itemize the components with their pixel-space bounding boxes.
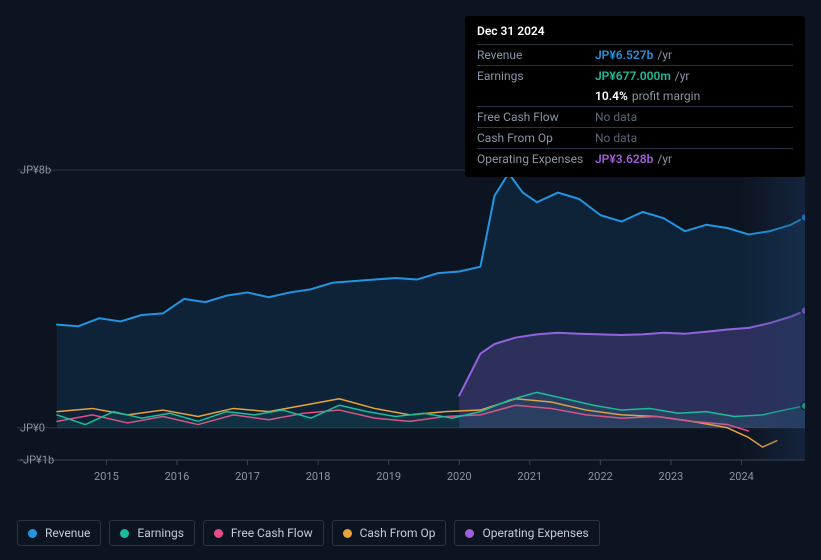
legend-item[interactable]: Free Cash Flow (203, 520, 324, 546)
tooltip-row: Cash From OpNo data (477, 127, 793, 148)
legend-label: Free Cash Flow (231, 526, 313, 540)
legend-item[interactable]: Operating Expenses (454, 520, 599, 546)
tooltip-row: EarningsJP¥677.000m/yr (477, 65, 793, 86)
x-axis-label: 2016 (165, 470, 190, 483)
tooltip-nodata: No data (595, 110, 637, 124)
tooltip-label: Earnings (477, 69, 595, 83)
legend-label: Earnings (137, 526, 184, 540)
tooltip-value: 10.4%profit margin (595, 89, 700, 103)
tooltip-label: Operating Expenses (477, 152, 595, 166)
y-axis-label: -JP¥1b (20, 454, 54, 467)
legend-swatch (120, 529, 129, 538)
x-axis-label: 2019 (376, 470, 401, 483)
legend-item[interactable]: Earnings (109, 520, 195, 546)
legend-item[interactable]: Cash From Op (332, 520, 447, 546)
x-axis-label: 2023 (659, 470, 684, 483)
tooltip-label: Free Cash Flow (477, 110, 595, 124)
tooltip-label: Cash From Op (477, 131, 595, 145)
x-axis-label: 2024 (729, 470, 754, 483)
financials-line-chart[interactable] (17, 160, 805, 490)
legend-label: Operating Expenses (482, 526, 588, 540)
x-axis-label: 2021 (517, 470, 542, 483)
x-axis-label: 2022 (588, 470, 613, 483)
legend-item[interactable]: Revenue (17, 520, 101, 546)
y-axis-label: JP¥0 (20, 421, 45, 434)
y-axis-label: JP¥8b (20, 164, 51, 177)
tooltip-row: Free Cash FlowNo data (477, 106, 793, 127)
tooltip-value: JP¥3.628b/yr (595, 152, 672, 166)
chart-tooltip: Dec 31 2024 RevenueJP¥6.527b/yrEarningsJ… (465, 16, 805, 177)
legend-swatch (28, 529, 37, 538)
tooltip-nodata: No data (595, 131, 637, 145)
x-axis-label: 2017 (235, 470, 260, 483)
chart-area: JP¥8b JP¥0 -JP¥1b 2015 2016 2017 2018 2019 2020… (17, 160, 805, 480)
x-axis-label: 2020 (447, 470, 472, 483)
legend-swatch (343, 529, 352, 538)
tooltip-date: Dec 31 2024 (477, 24, 793, 44)
legend-swatch (465, 529, 474, 538)
tooltip-label: Revenue (477, 48, 595, 62)
tooltip-value: JP¥6.527b/yr (595, 48, 672, 62)
chart-legend: Revenue Earnings Free Cash Flow Cash From O… (17, 520, 600, 546)
tooltip-row: RevenueJP¥6.527b/yr (477, 44, 793, 65)
tooltip-label (477, 89, 595, 103)
tooltip-row: 10.4%profit margin (477, 86, 793, 106)
legend-label: Revenue (45, 526, 90, 540)
x-axis-label: 2015 (94, 470, 119, 483)
legend-label: Cash From Op (360, 526, 436, 540)
tooltip-row: Operating ExpensesJP¥3.628b/yr (477, 148, 793, 169)
tooltip-value: JP¥677.000m/yr (595, 69, 689, 83)
x-axis-label: 2018 (306, 470, 331, 483)
legend-swatch (214, 529, 223, 538)
